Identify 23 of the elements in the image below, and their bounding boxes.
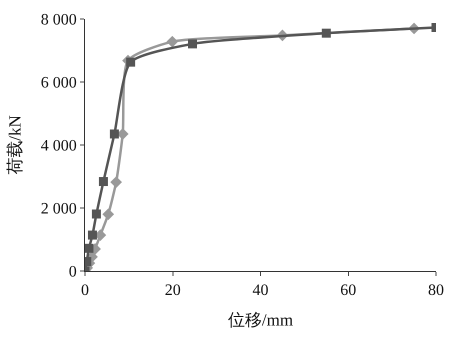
point xyxy=(110,129,119,138)
x-tick-label: 80 xyxy=(428,282,444,300)
x-tick-label: 60 xyxy=(340,282,356,300)
point xyxy=(322,28,331,38)
point xyxy=(88,230,97,240)
y-tick-label: 0 xyxy=(68,264,77,281)
x-axis-title: 位移/mm xyxy=(228,310,294,330)
point xyxy=(85,244,94,253)
point xyxy=(126,58,136,67)
y-tick-label: 8 000 xyxy=(40,12,77,29)
point xyxy=(92,209,101,218)
point xyxy=(98,177,108,186)
point xyxy=(102,208,114,220)
point xyxy=(166,36,178,48)
point xyxy=(188,39,197,48)
y-axis-title: 荷载/kN xyxy=(5,115,24,175)
x-tick-label: 40 xyxy=(252,282,268,300)
x-tick-label: 0 xyxy=(81,282,89,300)
y-tick-label: 2 000 xyxy=(40,200,77,218)
x-tick-label: 20 xyxy=(164,282,181,300)
y-tick-label: 6 000 xyxy=(40,74,77,92)
point xyxy=(110,176,122,188)
y-tick-label: 4 000 xyxy=(40,138,77,155)
